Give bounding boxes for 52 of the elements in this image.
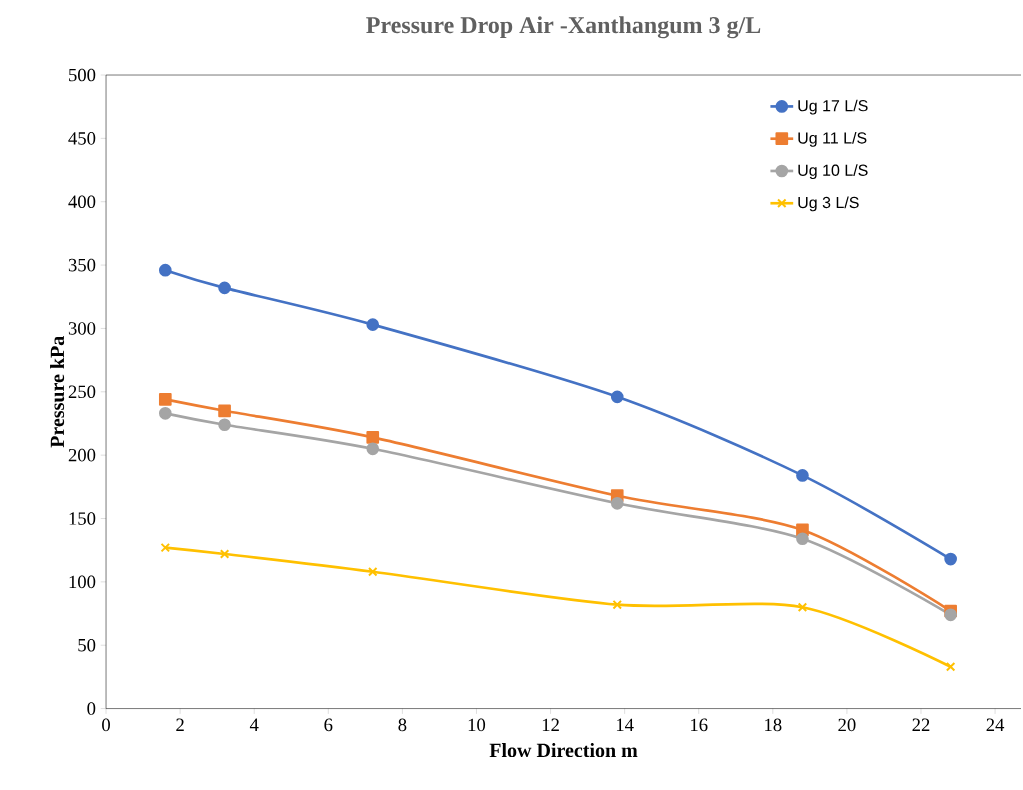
- point: [160, 543, 171, 553]
- x-tick-label: 24: [986, 718, 1005, 732]
- x-tick-label: 12: [542, 718, 559, 732]
- y-tick-label: 300: [68, 322, 96, 335]
- y-tick-label: 500: [69, 68, 96, 82]
- point: [366, 318, 380, 332]
- y-tick-label: 250: [68, 385, 96, 399]
- y-tick-label: 50: [78, 639, 96, 652]
- point: [158, 264, 172, 277]
- point: [158, 407, 172, 420]
- legend-label: Ug 17 L/S: [798, 99, 868, 115]
- point: [218, 281, 231, 295]
- point: [158, 393, 172, 406]
- x-axis-title: Flow Direction m: [489, 743, 638, 758]
- y-axis-title: Pressure kPa: [50, 336, 65, 448]
- point: [797, 602, 808, 613]
- point: [944, 552, 957, 566]
- point: [366, 431, 380, 444]
- point: [218, 418, 231, 432]
- y-tick-label: 400: [68, 195, 96, 209]
- x-tick-label: 16: [691, 718, 708, 732]
- x-tick-label: 0: [102, 718, 110, 732]
- x-tick-label: 10: [468, 718, 486, 732]
- point: [612, 600, 623, 610]
- point: [944, 608, 957, 622]
- y-tick-label: 150: [69, 512, 96, 526]
- y-tick-label: 200: [68, 449, 96, 462]
- x-tick-label: 22: [912, 718, 930, 732]
- y-tick-label: 0: [87, 702, 96, 716]
- point: [366, 442, 380, 456]
- y-tick-label: 450: [68, 132, 96, 145]
- x-tick-label: 14: [616, 718, 634, 732]
- legend-label: Ug 3 L/S: [798, 196, 859, 212]
- legend-label: Ug 11 L/S: [798, 132, 867, 148]
- legend-label: Ug 10 L/S: [798, 164, 868, 180]
- x-tick-label: 4: [249, 718, 259, 732]
- point: [610, 390, 624, 404]
- x-tick-label: 20: [838, 718, 856, 732]
- y-tick-label: 350: [68, 258, 96, 272]
- point: [796, 469, 809, 482]
- x-tick-label: 8: [398, 718, 407, 732]
- point: [796, 532, 809, 546]
- y-tick-label: 100: [69, 575, 96, 589]
- point: [219, 549, 230, 559]
- x-tick-label: 18: [765, 718, 782, 732]
- point: [610, 497, 624, 510]
- point: [218, 404, 231, 418]
- x-tick-label: 2: [176, 718, 184, 732]
- chart-title: Pressure Drop Air -Xanthangum 3 g/L: [366, 16, 761, 39]
- x-tick-label: 6: [324, 718, 333, 732]
- point: [367, 567, 378, 577]
- point: [945, 662, 956, 672]
